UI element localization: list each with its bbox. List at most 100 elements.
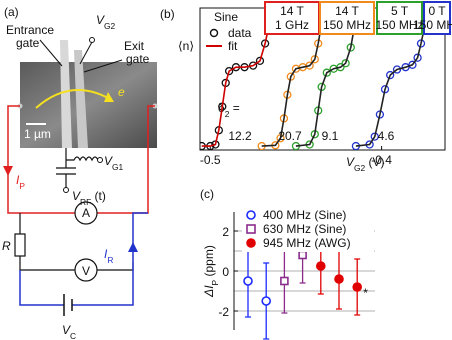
ammeter bbox=[74, 201, 98, 225]
data-point bbox=[370, 132, 379, 141]
ip-label-part: I bbox=[16, 173, 20, 187]
entrance-gate bbox=[60, 40, 72, 148]
scale-label: 1 µm bbox=[24, 127, 51, 141]
vg2-label: VG2 bbox=[96, 13, 116, 31]
data-point bbox=[305, 61, 314, 70]
data-point bbox=[341, 59, 350, 68]
legend-label: 630 MHz (Sine) bbox=[263, 222, 346, 236]
circuit bbox=[3, 37, 158, 316]
data-point bbox=[298, 250, 307, 260]
data-point bbox=[413, 53, 422, 62]
vg1-label-part: G1 bbox=[112, 162, 124, 172]
y-tick-label: 2 bbox=[222, 225, 229, 239]
electron-path bbox=[35, 89, 109, 109]
y-axis-label-part: ΔI bbox=[202, 285, 216, 298]
label: Entrance bbox=[6, 23, 54, 37]
legend-label: 945 MHz (AWG) bbox=[263, 236, 351, 250]
legend-label: 0 T bbox=[428, 4, 446, 18]
legend-box bbox=[319, 1, 375, 35]
x-axis-label-part: V bbox=[346, 155, 355, 169]
pointer bbox=[39, 39, 63, 67]
panel-label: (b) bbox=[160, 7, 175, 21]
vg2-label-part: V bbox=[96, 13, 105, 27]
terminal bbox=[97, 157, 103, 163]
legend-label: 1 GHz bbox=[275, 18, 309, 32]
fit-line bbox=[295, 10, 359, 147]
y-tick-label: 0 bbox=[222, 265, 229, 279]
data-point bbox=[392, 65, 402, 74]
label: gate bbox=[126, 52, 150, 66]
x-axis-label: VG2 (V) bbox=[346, 155, 385, 173]
legend-label: 14 T bbox=[335, 4, 359, 18]
legend-box bbox=[423, 1, 451, 35]
fit-line bbox=[355, 10, 429, 147]
annotation: * bbox=[363, 286, 368, 300]
ir-label-part: I bbox=[104, 247, 108, 261]
vrf-label: VRF (t) bbox=[72, 189, 106, 207]
vg1-label: VG1 bbox=[104, 154, 124, 172]
delta-label-part: 2 bbox=[225, 109, 230, 119]
delta-value: 9.1 bbox=[322, 129, 339, 143]
data-point bbox=[386, 70, 395, 80]
label: Exit bbox=[124, 39, 145, 53]
ammeter-label: A bbox=[82, 206, 90, 220]
panel-label: (c) bbox=[200, 187, 214, 201]
black-wire bbox=[19, 213, 134, 271]
legend-label: 150 MHz bbox=[323, 18, 371, 32]
legend-label: fit bbox=[228, 39, 238, 53]
terminal bbox=[89, 37, 95, 43]
red-wire bbox=[7, 105, 155, 214]
delta-value: 12.2 bbox=[228, 129, 252, 143]
x-tick-label: -0.4 bbox=[371, 153, 392, 167]
y-axis-label-part: P bbox=[210, 279, 220, 285]
y-axis-label: ⟨n⟩ bbox=[178, 39, 194, 53]
x-axis-label-part: G2 bbox=[354, 163, 366, 173]
vc-label-part: C bbox=[70, 331, 76, 340]
vrf-label-part: V bbox=[72, 189, 81, 203]
data-point bbox=[224, 66, 234, 76]
label: gate bbox=[16, 36, 40, 50]
data-point bbox=[261, 296, 272, 306]
voltmeter-label: V bbox=[82, 264, 90, 278]
y-tick-label: -2 bbox=[218, 305, 229, 319]
data-point bbox=[408, 60, 417, 69]
x-axis-label-part: (V) bbox=[365, 155, 384, 169]
legend-marker bbox=[246, 238, 256, 248]
vrf-label-part: RF bbox=[80, 197, 91, 207]
panel-label: (a) bbox=[4, 5, 19, 19]
legend-label: data bbox=[228, 26, 252, 40]
vc-label: VC bbox=[62, 323, 76, 340]
legend-box bbox=[376, 1, 423, 35]
voltmeter bbox=[74, 258, 98, 282]
vg1-label-part: V bbox=[104, 154, 113, 168]
blue-wire bbox=[19, 212, 148, 306]
legend-title: Sine bbox=[214, 10, 238, 24]
data-point bbox=[352, 282, 363, 292]
y-axis-label: ΔIP (ppm) bbox=[202, 245, 220, 298]
legend-label: 150 MHz bbox=[413, 18, 452, 32]
resistor bbox=[14, 233, 26, 257]
legend-label: 5 T bbox=[391, 4, 409, 18]
data-point bbox=[315, 261, 326, 271]
arrow bbox=[128, 242, 138, 252]
fit-line bbox=[261, 10, 325, 147]
resistor-label: R bbox=[2, 239, 11, 253]
legend-marker bbox=[246, 210, 256, 220]
wire bbox=[79, 41, 93, 65]
legend-box bbox=[264, 1, 320, 35]
vrf-label-part: (t) bbox=[91, 189, 106, 203]
legend-marker bbox=[246, 224, 256, 234]
terminal bbox=[63, 187, 69, 193]
ir-label-part: R bbox=[107, 255, 113, 265]
arrow bbox=[3, 166, 13, 176]
gate-wiring bbox=[56, 148, 99, 188]
delta-value: 20.7 bbox=[278, 129, 302, 143]
y-axis-label-part: (ppm) bbox=[202, 245, 216, 280]
panel-a-labels: (a) Entrance gate Exit gate e 1 µm A R V bbox=[2, 5, 150, 278]
vc-label-part: V bbox=[62, 323, 71, 337]
delta-label-part: = bbox=[229, 101, 239, 115]
data-point bbox=[280, 276, 289, 286]
legend-label: 14 T bbox=[280, 4, 304, 18]
legend-label: 150 MHz bbox=[375, 18, 423, 32]
